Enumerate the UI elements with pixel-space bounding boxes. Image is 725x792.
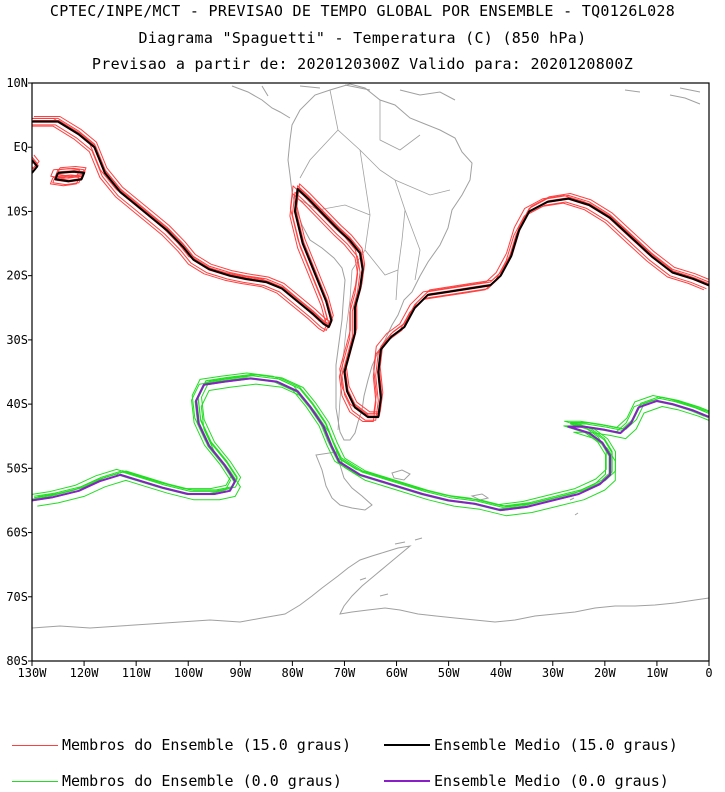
chart-title-line-1: CPTEC/INPE/MCT - PREVISAO DE TEMPO GLOBA… bbox=[49, 2, 676, 20]
x-tick-label: 110W bbox=[122, 666, 152, 680]
x-tick-label: 90W bbox=[229, 666, 251, 680]
country-borders bbox=[299, 89, 451, 431]
member-0-line bbox=[32, 378, 709, 512]
mean-15-line bbox=[54, 170, 86, 183]
x-tick-label: 60W bbox=[386, 666, 408, 680]
x-axis-ticks: 130W 120W 110W 100W 90W 80W 70W 60W 50W 40W 30W 20W… bbox=[18, 661, 713, 680]
y-axis-ticks: 10N EQ 10S 20S 30S 40S 50S 60S 70S 80S bbox=[6, 76, 32, 668]
legend-member-0: Membros do Ensemble (0.0 graus) bbox=[12, 772, 342, 790]
member-0-line bbox=[34, 375, 709, 508]
legend-swatch-member-0 bbox=[12, 780, 58, 782]
legend-label-mean-0: Ensemble Medio (0.0 graus) bbox=[434, 772, 669, 790]
legend-member-15: Membros do Ensemble (15.0 graus) bbox=[12, 736, 351, 754]
x-tick-label: 130W bbox=[18, 666, 48, 680]
falklands-coastline bbox=[391, 469, 411, 481]
member-15-line bbox=[32, 118, 705, 415]
contour-layer bbox=[32, 116, 709, 517]
x-tick-label: 30W bbox=[542, 666, 564, 680]
legend-swatch-member-15 bbox=[12, 744, 58, 746]
x-tick-label: 120W bbox=[70, 666, 100, 680]
y-tick-label: EQ bbox=[14, 140, 28, 154]
x-tick-label: 70W bbox=[334, 666, 356, 680]
y-tick-label: 50S bbox=[6, 461, 28, 475]
coastline-layer bbox=[32, 83, 709, 629]
plot-frame bbox=[31, 82, 710, 662]
x-tick-label: 50W bbox=[438, 666, 460, 680]
legend-label-member-0: Membros do Ensemble (0.0 graus) bbox=[62, 772, 342, 790]
member-15-line bbox=[32, 156, 38, 171]
legend-label-mean-15: Ensemble Medio (15.0 graus) bbox=[434, 736, 678, 754]
member-0-line bbox=[32, 372, 706, 506]
chart-title-line-3: Previsao a partir de: 2020120300Z Valido… bbox=[91, 55, 634, 73]
x-tick-label: 100W bbox=[174, 666, 204, 680]
legend-mean-0: Ensemble Medio (0.0 graus) bbox=[384, 772, 669, 790]
x-tick-label: 10W bbox=[646, 666, 668, 680]
antarctica-coastline bbox=[32, 545, 709, 629]
y-tick-label: 60S bbox=[6, 526, 28, 540]
y-tick-label: 10S bbox=[6, 204, 28, 218]
member-15-line bbox=[32, 125, 705, 422]
member-15-line bbox=[33, 116, 709, 413]
member-15-line bbox=[54, 167, 85, 179]
legend-mean-15: Ensemble Medio (15.0 graus) bbox=[384, 736, 678, 754]
southern-tip-coastline bbox=[315, 451, 373, 511]
antarctic-islands bbox=[359, 497, 579, 597]
legend-label-member-15: Membros do Ensemble (15.0 graus) bbox=[62, 736, 351, 754]
legend-swatch-mean-15 bbox=[384, 744, 430, 746]
x-tick-label: 80W bbox=[282, 666, 304, 680]
member-0-line bbox=[37, 374, 709, 507]
member-15-line bbox=[33, 120, 709, 417]
mean-15-line bbox=[32, 159, 39, 174]
central-america-coastline bbox=[231, 84, 701, 119]
member-15-line bbox=[52, 174, 82, 186]
mean-0-line bbox=[32, 377, 709, 512]
y-tick-label: 30S bbox=[6, 333, 28, 347]
y-tick-label: 40S bbox=[6, 397, 28, 411]
south-georgia-coastline bbox=[470, 493, 490, 501]
y-tick-label: 10N bbox=[6, 76, 28, 90]
chart-title-line-2: Diagrama "Spaguetti" - Temperatura (C) (… bbox=[138, 29, 587, 47]
x-tick-label: 20W bbox=[594, 666, 616, 680]
south-america-coastline bbox=[287, 83, 473, 441]
mean-15-line bbox=[32, 120, 709, 418]
x-tick-label: 40W bbox=[490, 666, 512, 680]
y-tick-label: 20S bbox=[6, 269, 28, 283]
legend-swatch-mean-0 bbox=[384, 780, 430, 782]
y-tick-label: 80S bbox=[6, 654, 28, 668]
member-15-line bbox=[32, 124, 707, 421]
x-tick-label: 0 bbox=[705, 666, 712, 680]
y-tick-label: 70S bbox=[6, 590, 28, 604]
